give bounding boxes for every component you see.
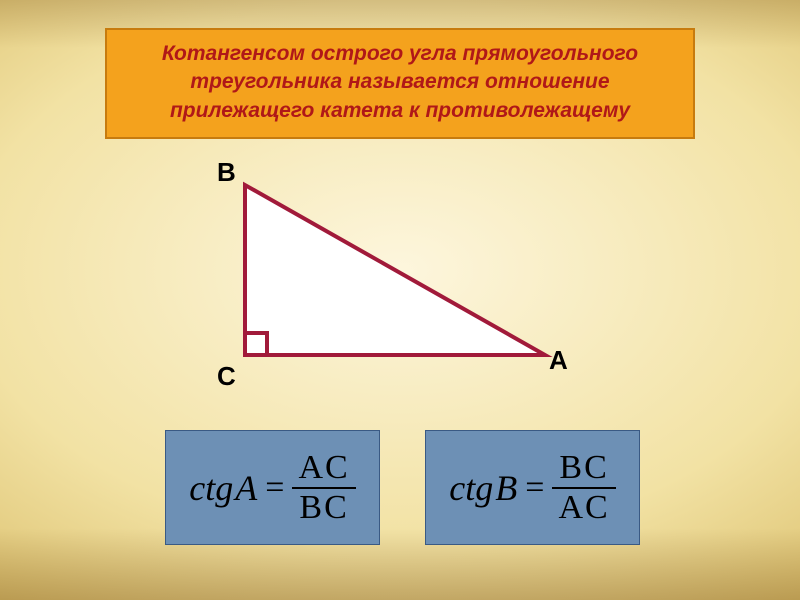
triangle-diagram: B C A bbox=[215, 175, 575, 405]
vertex-label-b: B bbox=[217, 157, 236, 188]
equals-sign: = bbox=[261, 469, 288, 507]
formula-ctg-b: ctgB = BC AC bbox=[449, 449, 615, 527]
equals-sign: = bbox=[521, 469, 548, 507]
triangle-svg bbox=[215, 175, 575, 405]
slide-stage: Котангенсом острого угла прямоугольного … bbox=[0, 0, 800, 600]
vertex-label-c: C bbox=[217, 361, 236, 392]
fraction-numerator: BC bbox=[553, 449, 614, 487]
formula-box-ctg-b: ctgB = BC AC bbox=[425, 430, 640, 545]
formula-arg: A bbox=[235, 467, 257, 509]
formula-ctg-a: ctgA = AC BC bbox=[189, 449, 355, 527]
fraction-denominator: BC bbox=[293, 489, 354, 527]
fraction: AC BC bbox=[292, 449, 355, 527]
formula-arg: B bbox=[495, 467, 517, 509]
definition-box: Котангенсом острого угла прямоугольного … bbox=[105, 28, 695, 139]
definition-line-3: прилежащего катета к противолежащему bbox=[125, 97, 675, 125]
definition-line-2: треугольника называется отношение bbox=[125, 68, 675, 96]
formula-box-ctg-a: ctgA = AC BC bbox=[165, 430, 380, 545]
formula-fn: ctg bbox=[189, 467, 233, 509]
vertex-label-a: A bbox=[549, 345, 568, 376]
triangle-shape bbox=[245, 185, 545, 355]
fraction: BC AC bbox=[552, 449, 615, 527]
fraction-numerator: AC bbox=[292, 449, 355, 487]
definition-line-1: Котангенсом острого угла прямоугольного bbox=[125, 40, 675, 68]
formula-fn: ctg bbox=[449, 467, 493, 509]
fraction-denominator: AC bbox=[552, 489, 615, 527]
